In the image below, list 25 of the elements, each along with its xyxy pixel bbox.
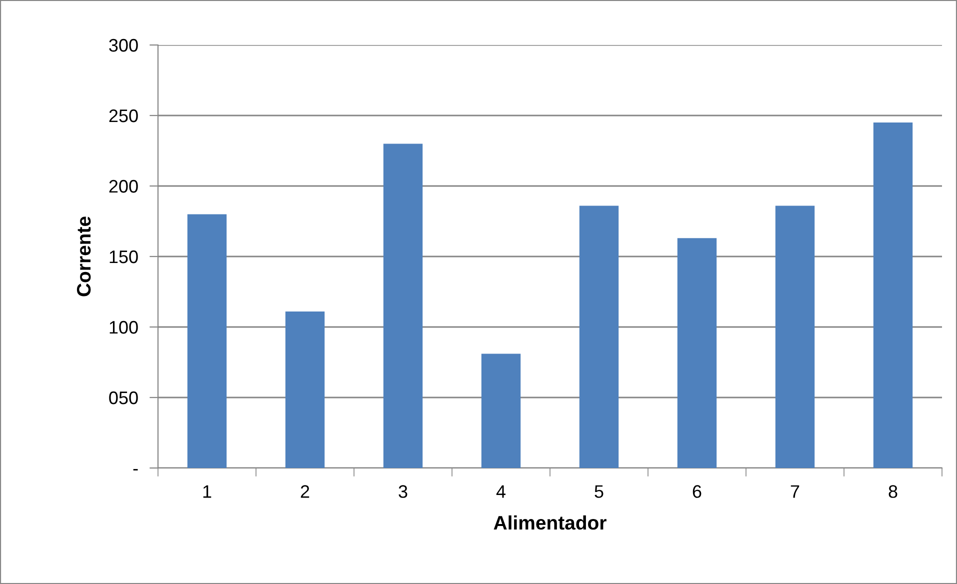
y-tick-label: 250: [109, 109, 138, 122]
y-tick-label: 100: [110, 320, 138, 334]
x-tick-label: 2: [300, 485, 310, 498]
x-tick-label: 8: [888, 485, 898, 498]
x-tick-label: 6: [692, 485, 702, 498]
x-axis-title: Alimentador: [494, 515, 606, 530]
bar: [285, 311, 325, 468]
x-tick-label: 3: [398, 485, 408, 498]
y-tick-label: 200: [109, 180, 138, 193]
bar: [677, 238, 717, 468]
x-tick-label: 4: [496, 485, 506, 498]
bar: [481, 354, 521, 468]
y-tick-label: 300: [109, 38, 138, 52]
y-tick-label: -: [133, 469, 138, 470]
bar: [383, 144, 423, 468]
x-tick-label: 5: [594, 485, 604, 498]
bar: [775, 206, 815, 468]
bar: [579, 206, 619, 468]
bar: [187, 214, 227, 468]
y-axis-title: Corrente: [76, 216, 91, 296]
x-tick-label: 7: [790, 485, 800, 498]
y-tick-label: 050: [109, 391, 138, 404]
bar: [873, 122, 913, 468]
x-tick-label: 1: [203, 485, 212, 498]
y-tick-label: 150: [110, 250, 138, 264]
